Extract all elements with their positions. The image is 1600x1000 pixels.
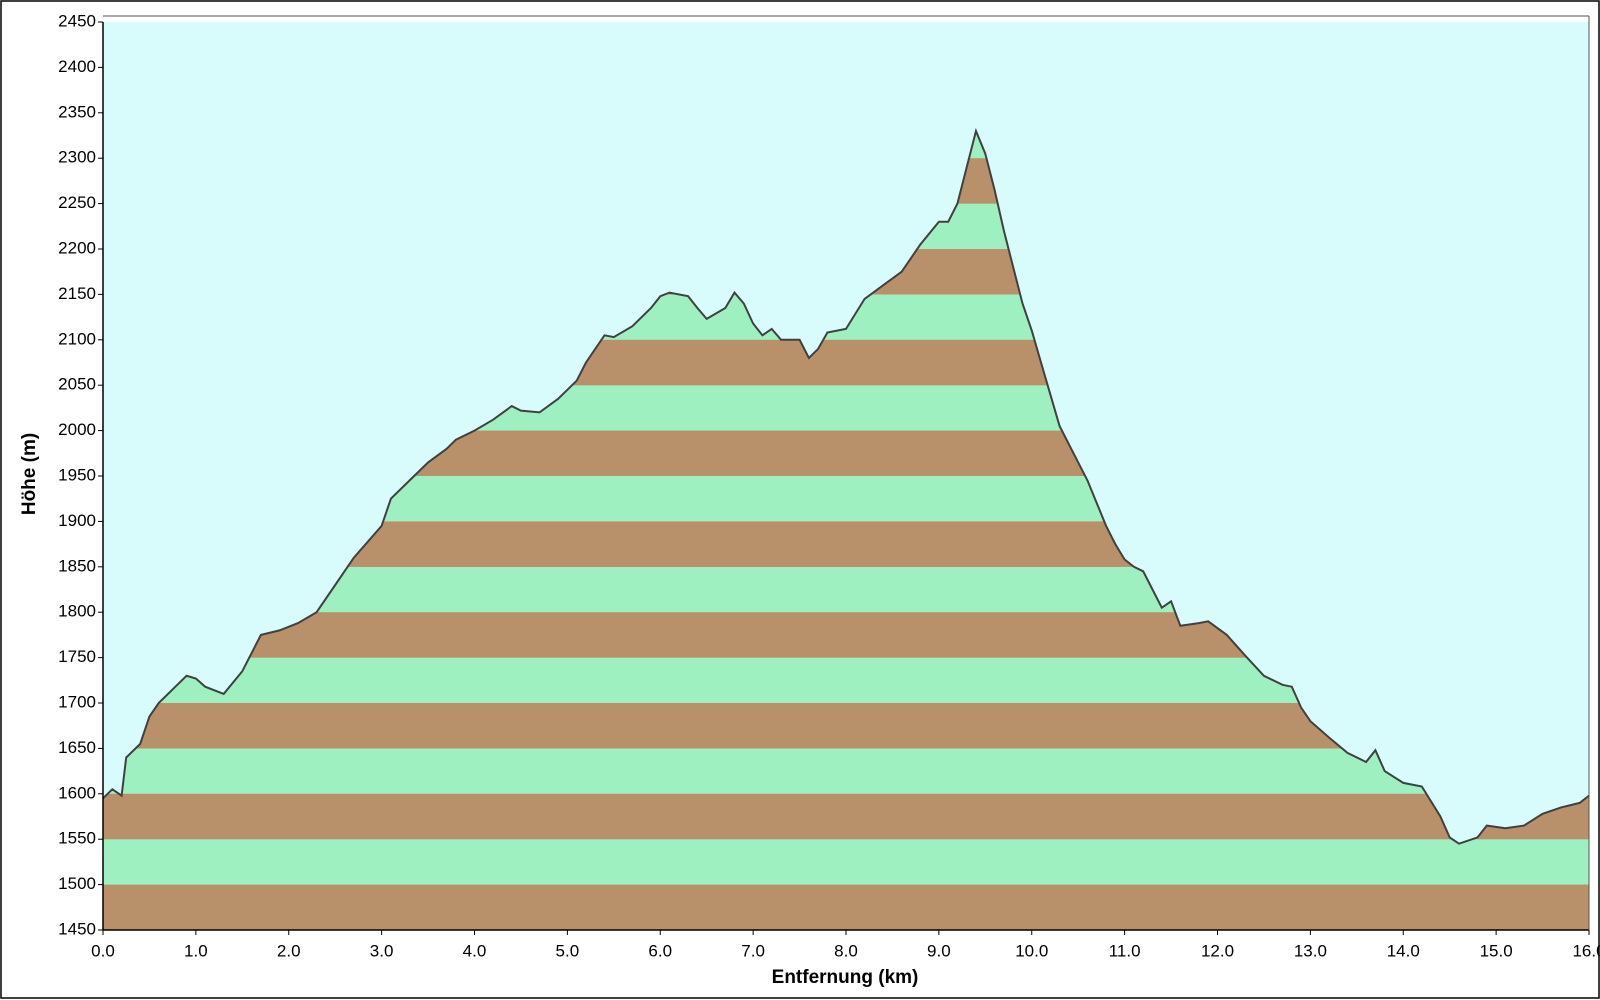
x-tick-label: 8.0 <box>834 941 858 960</box>
x-tick-label: 13.0 <box>1294 941 1327 960</box>
y-tick-label: 1650 <box>58 738 96 757</box>
y-tick-label: 2150 <box>58 284 96 303</box>
x-tick-label: 0.0 <box>91 941 115 960</box>
band <box>103 884 1589 930</box>
band <box>103 748 1589 794</box>
x-tick-label: 15.0 <box>1480 941 1513 960</box>
y-tick-label: 1750 <box>58 647 96 666</box>
y-tick-label: 1700 <box>58 692 96 711</box>
y-tick-label: 1600 <box>58 783 96 802</box>
y-tick-label: 2350 <box>58 102 96 121</box>
band <box>103 793 1589 840</box>
y-tick-label: 1800 <box>58 602 96 621</box>
y-tick-label: 2050 <box>58 375 96 394</box>
y-axis-label: Höhe (m) <box>19 433 40 515</box>
profile-line <box>102 127 1590 845</box>
band <box>103 839 1589 885</box>
x-tick-label: 9.0 <box>927 941 951 960</box>
y-tick-label: 1850 <box>58 556 96 575</box>
x-tick-label: 14.0 <box>1387 941 1420 960</box>
x-tick-label: 5.0 <box>556 941 580 960</box>
x-tick-label: 10.0 <box>1015 941 1048 960</box>
x-axis-label: Entfernung (km) <box>772 967 919 988</box>
y-tick-label: 2200 <box>58 238 96 257</box>
x-tick-label: 16.0 <box>1572 941 1600 960</box>
x-tick-label: 3.0 <box>370 941 394 960</box>
x-tick-label: 4.0 <box>463 941 487 960</box>
y-tick-label: 1950 <box>58 465 96 484</box>
y-tick-label: 1550 <box>58 829 96 848</box>
y-tick-label: 1450 <box>58 919 96 938</box>
y-tick-label: 2300 <box>58 148 96 167</box>
y-tick-label: 2400 <box>58 57 96 76</box>
x-tick-label: 12.0 <box>1201 941 1234 960</box>
y-tick-label: 1900 <box>58 511 96 530</box>
y-tick-label: 2000 <box>58 420 96 439</box>
x-tick-label: 2.0 <box>277 941 301 960</box>
x-tick-label: 6.0 <box>648 941 672 960</box>
y-tick-label: 2450 <box>58 11 96 30</box>
x-tick-label: 7.0 <box>741 941 765 960</box>
y-tick-label: 2100 <box>58 329 96 348</box>
x-tick-label: 1.0 <box>184 941 208 960</box>
y-tick-label: 2250 <box>58 193 96 212</box>
x-tick-label: 11.0 <box>1109 941 1141 960</box>
y-tick-label: 1500 <box>58 874 96 893</box>
